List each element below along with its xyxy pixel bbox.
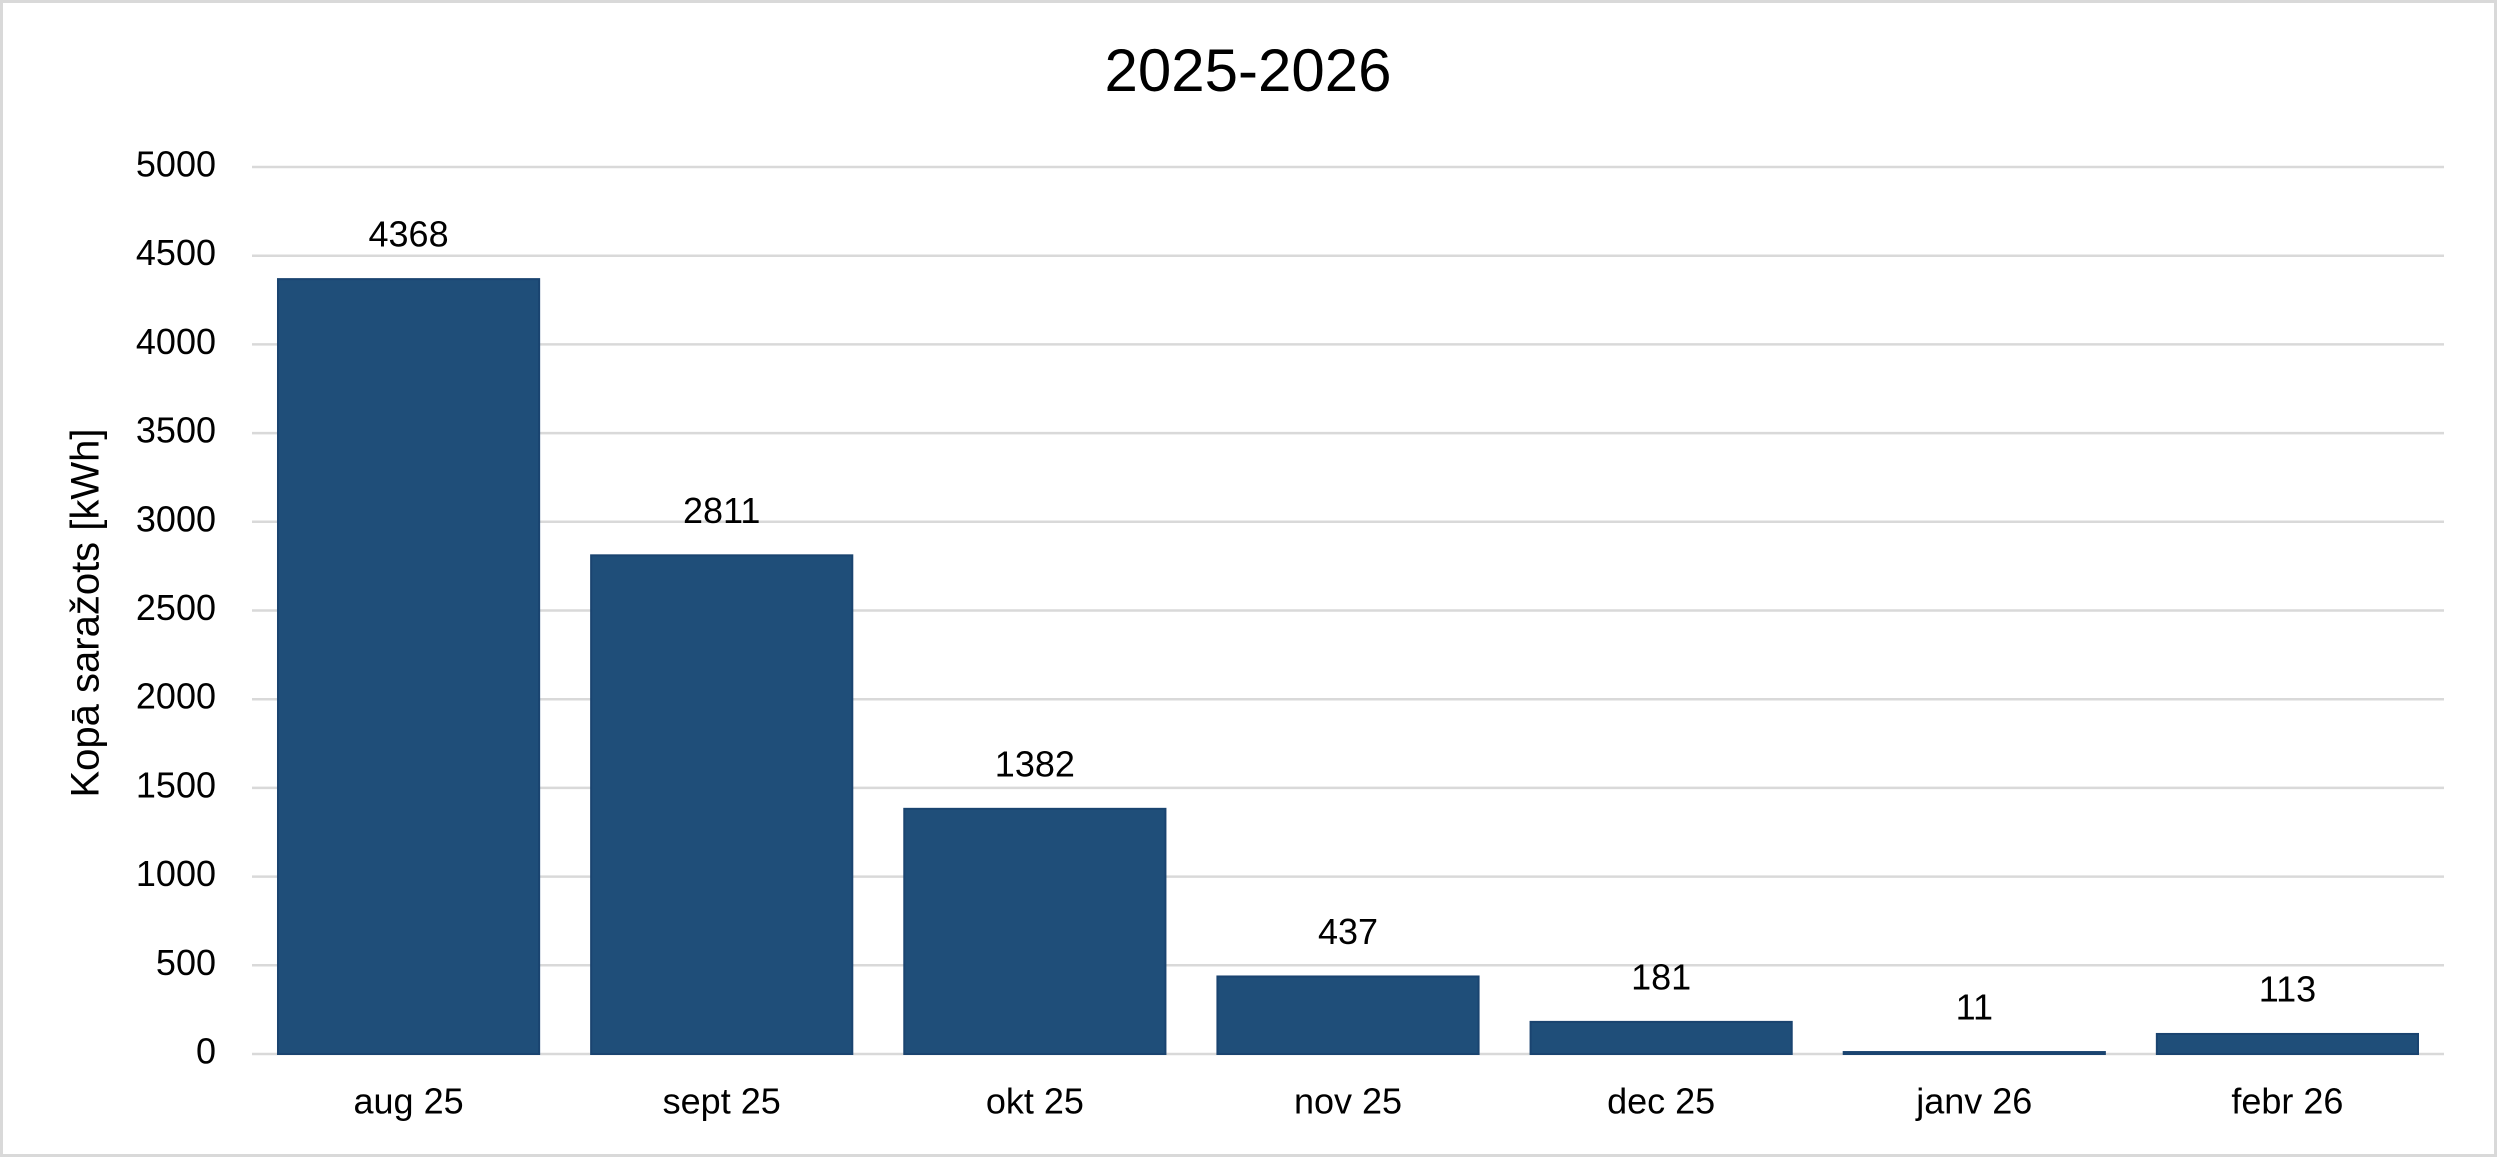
x-tick-label: sept 25 [663, 1081, 781, 1122]
bar [590, 554, 854, 1055]
y-tick-label: 2000 [136, 676, 216, 717]
x-tick-label: aug 25 [354, 1081, 464, 1122]
y-tick-label: 5000 [136, 144, 216, 185]
data-label: 113 [2259, 968, 2316, 1009]
data-label: 4368 [369, 214, 449, 255]
x-tick-label: febr 26 [2231, 1081, 2343, 1122]
x-tick-label: janv 26 [1915, 1081, 2032, 1122]
x-tick-label: okt 25 [986, 1081, 1084, 1122]
y-tick-label: 3500 [136, 410, 216, 451]
bar [2155, 1032, 2420, 1056]
bar [276, 278, 541, 1055]
y-tick-label: 4500 [136, 232, 216, 273]
y-tick-label: 500 [156, 942, 216, 983]
x-tick-label: dec 25 [1607, 1081, 1715, 1122]
y-tick-label: 2500 [136, 587, 216, 628]
data-label: 11 [1956, 987, 1993, 1028]
y-tick-label: 1000 [136, 853, 216, 894]
chart-title: 2025-2026 [1105, 37, 1392, 104]
y-axis-label: Kopā saražots [kWh] [64, 428, 108, 797]
data-label: 437 [1318, 911, 1378, 952]
bar [1216, 975, 1480, 1055]
bar [903, 807, 1167, 1055]
data-label: 2811 [683, 490, 760, 531]
y-tick-label: 0 [196, 1031, 216, 1072]
y-tick-label: 4000 [136, 321, 216, 362]
x-tick-label: nov 25 [1294, 1081, 1402, 1122]
data-label: 181 [1631, 956, 1691, 997]
y-tick-label: 1500 [136, 764, 216, 805]
y-tick-label: 3000 [136, 498, 216, 539]
bar [1842, 1051, 2106, 1055]
data-label: 1382 [995, 743, 1075, 784]
bar [1529, 1020, 1793, 1056]
